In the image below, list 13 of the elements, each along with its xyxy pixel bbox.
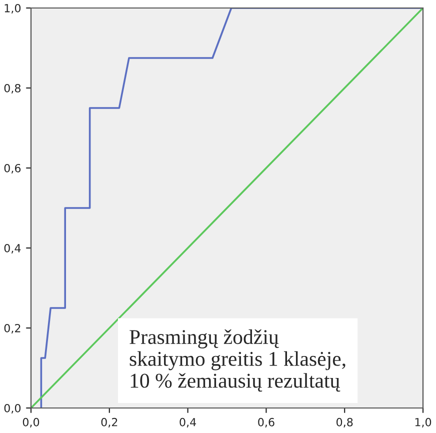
y-tick-label: 0,2 xyxy=(4,324,20,334)
annotation: Prasmingų žodžių skaitymo greitis 1 klasėje, 10 % žemiausių rezultatų xyxy=(130,329,346,392)
y-tick-label: 0,6 xyxy=(4,164,21,174)
x-tick-label: 0,2 xyxy=(101,418,118,428)
y-tick-label: 0,8 xyxy=(4,84,21,94)
x-tick-label: 0,6 xyxy=(258,418,274,428)
x-tick-label: 1,0 xyxy=(415,418,432,428)
x-tick-label: 0,0 xyxy=(22,418,40,428)
y-tick-label: 1,0 xyxy=(4,4,21,14)
y-tick-label: 0,0 xyxy=(4,404,21,414)
x-tick-label: 0,8 xyxy=(336,418,353,428)
y-tick-label: 0,4 xyxy=(4,244,21,254)
x-tick-label: 0,4 xyxy=(180,418,196,428)
